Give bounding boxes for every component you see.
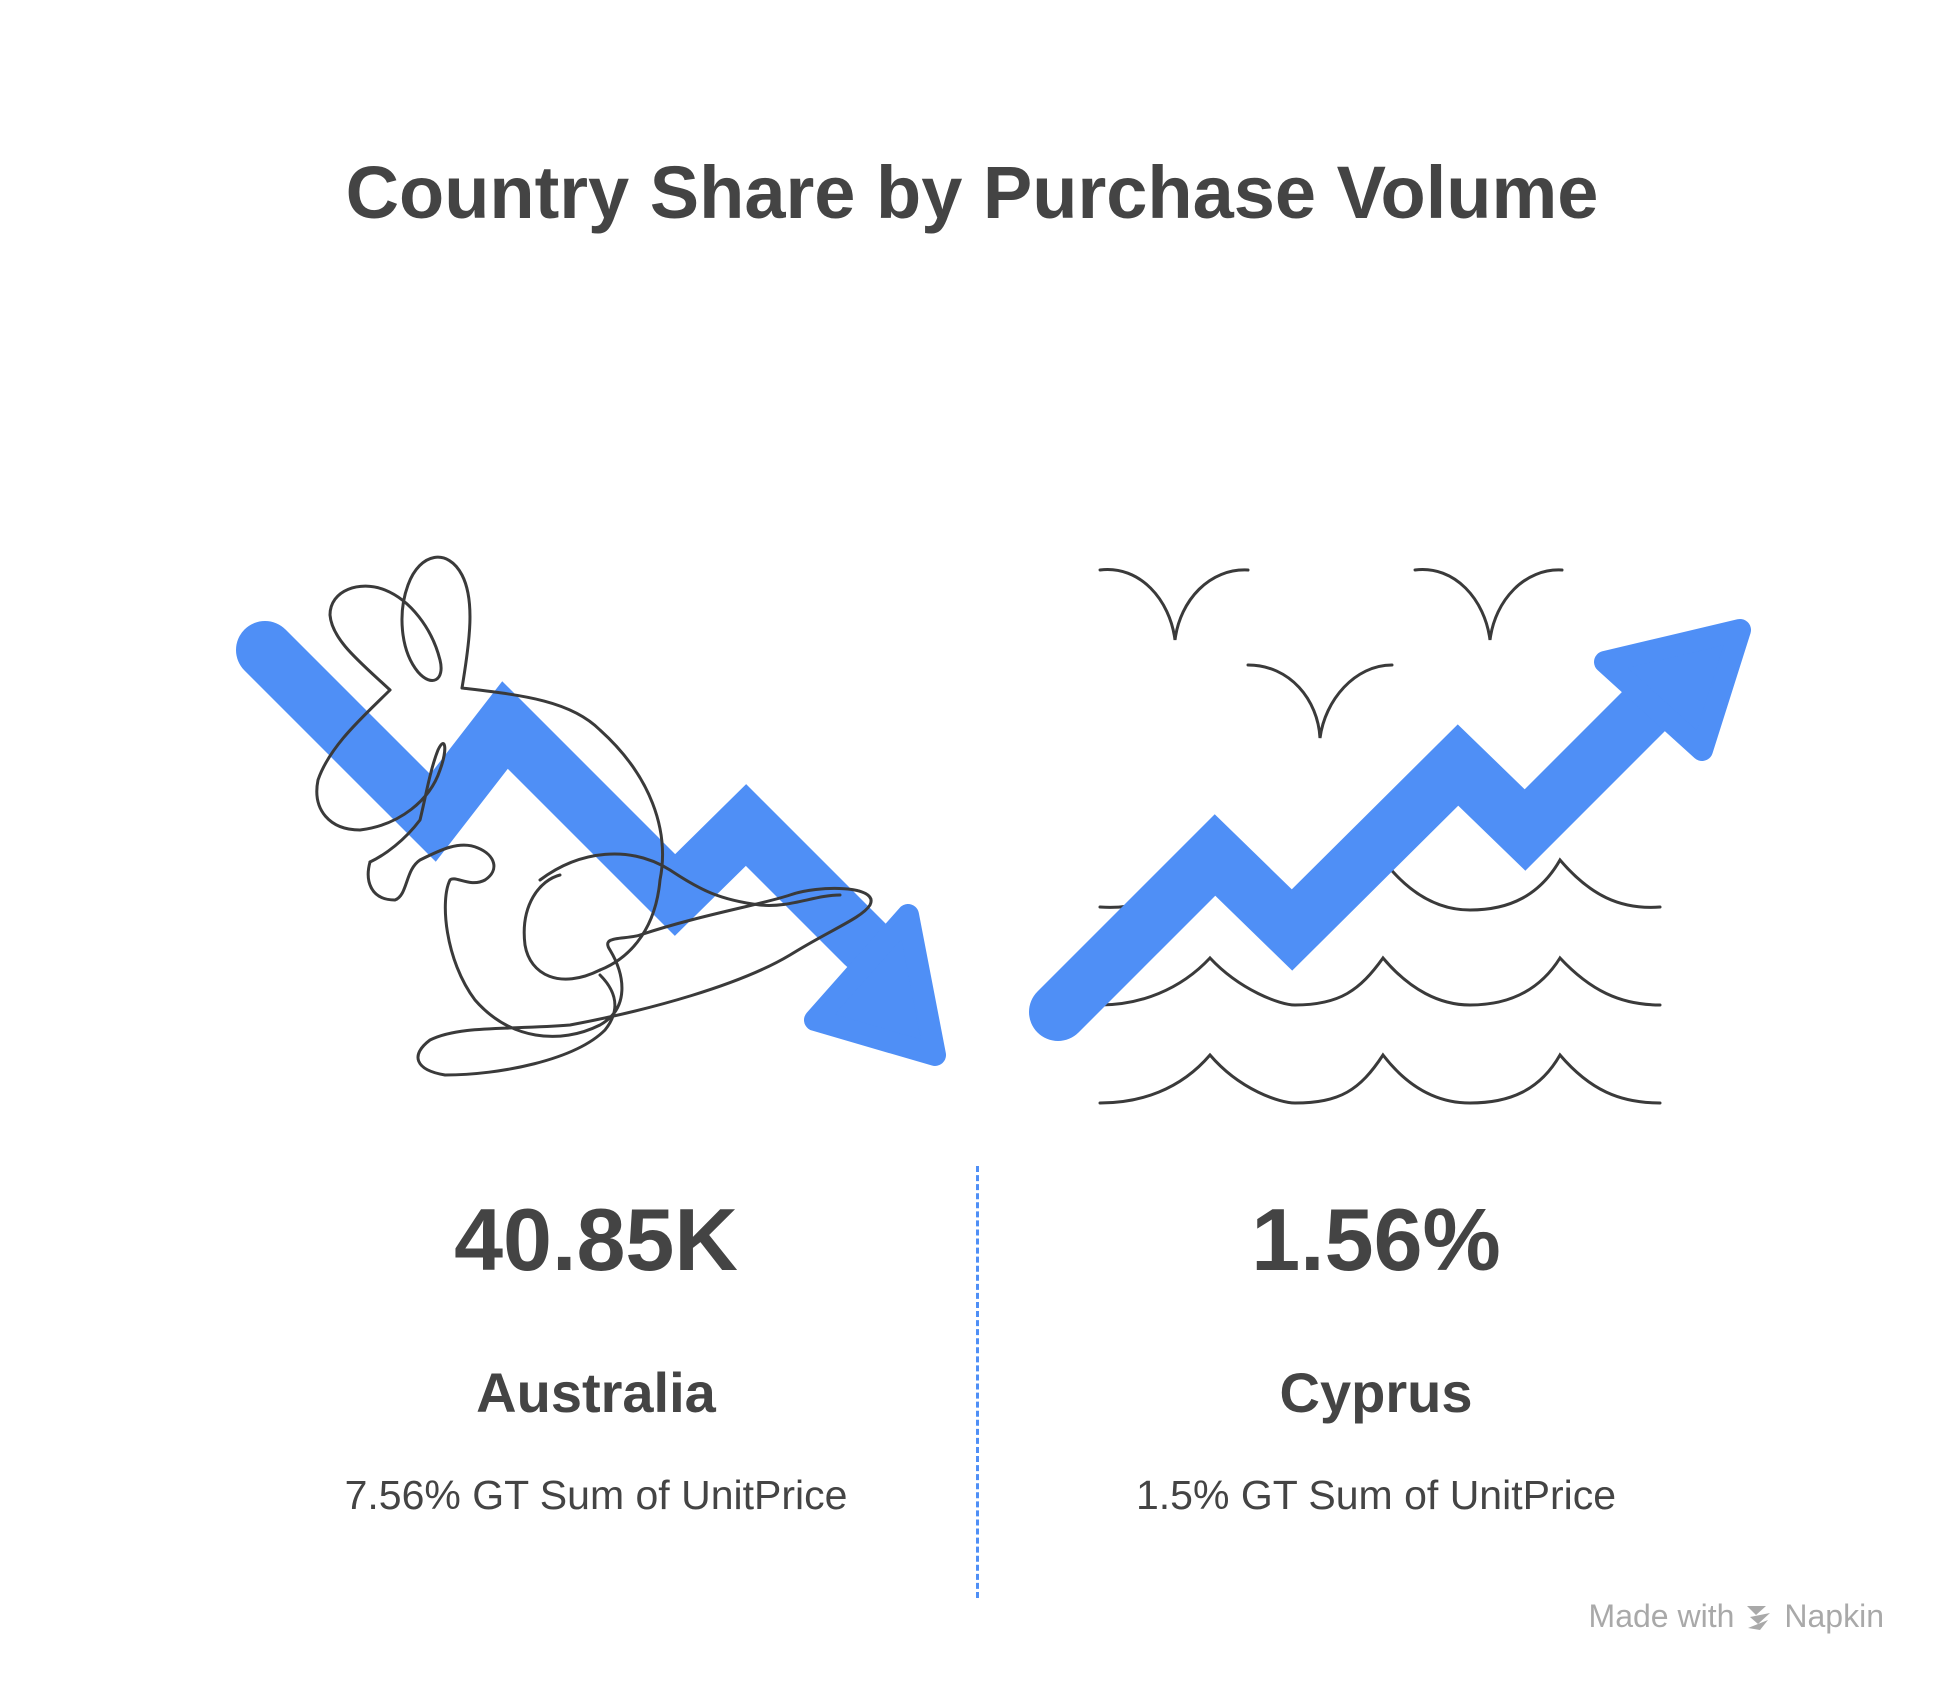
australia-value: 40.85K	[454, 1190, 738, 1289]
birds-icon	[1098, 568, 1564, 739]
kangaroo-icon	[315, 555, 873, 1077]
panel-divider	[976, 1166, 979, 1598]
australia-metric: 7.56% GT Sum of UnitPrice	[344, 1472, 848, 1518]
cyprus-metric: 1.5% GT Sum of UnitPrice	[1135, 1472, 1617, 1518]
made-with-label: Made with	[1588, 1598, 1735, 1634]
up-trend-arrow-icon	[1029, 619, 1751, 1041]
cyprus-value: 1.56%	[1251, 1190, 1501, 1289]
napkin-watermark: Made with Napkin	[1589, 1598, 1884, 1635]
australia-country-label: Australia	[476, 1361, 716, 1424]
cyprus-panel: 1.56% Cyprus 1.5% GT Sum of UnitPrice	[976, 1190, 1776, 1520]
australia-panel: 40.85K Australia 7.56% GT Sum of UnitPri…	[196, 1190, 996, 1520]
napkin-logo-icon	[1747, 1605, 1771, 1630]
napkin-brand-label: Napkin	[1784, 1598, 1884, 1634]
down-trend-arrow-icon	[236, 621, 946, 1066]
cyprus-country-label: Cyprus	[1279, 1361, 1473, 1424]
page-title: Country Share by Purchase Volume	[345, 151, 1599, 234]
